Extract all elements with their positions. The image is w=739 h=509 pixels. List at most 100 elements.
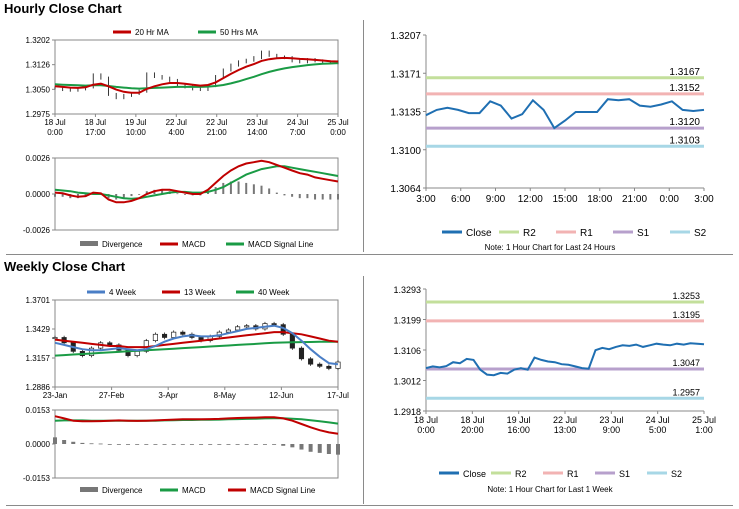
- x-tick-label: 12:00: [518, 194, 543, 205]
- legend-ma4-label: 4 Week: [109, 288, 137, 297]
- x-tick-label: 17-Jul: [327, 391, 349, 400]
- divergence-bar: [245, 182, 248, 194]
- divergence-bar: [275, 192, 278, 194]
- divergence-bar: [314, 194, 317, 200]
- x-tick-label: 21:00: [207, 128, 228, 137]
- x-tick-label: 20:00: [461, 425, 484, 435]
- divergence-bar: [308, 444, 313, 452]
- legend-close-label: Close: [463, 469, 486, 479]
- y-tick-label: 1.3135: [390, 108, 421, 119]
- y-tick-label: 1.3171: [390, 69, 421, 80]
- x-tick-label: 18 Jul: [44, 118, 66, 127]
- y-tick-label: 0.0153: [26, 406, 51, 415]
- price-candle: [180, 331, 186, 335]
- ma13-line: [54, 331, 339, 349]
- divergence-bar: [306, 194, 309, 199]
- divergence-bar: [317, 444, 322, 453]
- divergence-bar: [253, 444, 258, 445]
- level-label-r2: 1.3167: [669, 67, 700, 78]
- divergence-bar: [184, 194, 187, 195]
- weekly-column-divider: [363, 276, 364, 504]
- y-tick-label: -0.0026: [23, 226, 51, 235]
- price-candle: [335, 361, 341, 369]
- x-tick-label: 9:00: [603, 425, 621, 435]
- legend-macd-label: MACD: [182, 240, 206, 249]
- divergence-bar: [326, 444, 331, 454]
- level-label-s2: 1.2957: [672, 387, 700, 397]
- legend-signal-label: MACD Signal Line: [248, 240, 314, 249]
- price-candle: [152, 333, 158, 342]
- y-tick-label: 0.0000: [26, 440, 51, 449]
- legend-s1-label: S1: [619, 469, 630, 479]
- y-tick-label: 1.2886: [26, 383, 51, 392]
- divergence-bar: [130, 194, 133, 197]
- level-label-s2: 1.3103: [669, 135, 700, 146]
- y-tick-label: 1.2975: [26, 110, 51, 119]
- divergence-bar: [189, 444, 194, 445]
- ma40-line: [54, 340, 338, 357]
- divergence-bar: [145, 191, 148, 194]
- x-tick-label: 22 Jul: [206, 118, 228, 127]
- divergence-bar: [244, 444, 249, 445]
- divergence-bar: [54, 194, 56, 197]
- price-candle: [171, 331, 177, 338]
- y-tick-label: 1.3050: [26, 85, 51, 94]
- legend-ma50-label: 50 Hrs MA: [220, 28, 258, 37]
- divergence-bar: [283, 194, 286, 196]
- legend-s2-label: S2: [671, 469, 682, 479]
- plot-area: [54, 39, 339, 115]
- level-label-r2: 1.3253: [672, 291, 700, 301]
- weekly-pivot-chart: 1.3293 1.3199 1.3106 1.3012 1.2918 1.3253 1.31…: [393, 285, 716, 494]
- x-tick-label: 18 Jul: [460, 415, 484, 425]
- price-candle: [244, 325, 250, 328]
- divergence-bar: [337, 194, 339, 200]
- price-candle: [326, 365, 332, 369]
- divergence-bar: [262, 444, 267, 445]
- legend-s1-label: S1: [637, 228, 650, 239]
- x-tick-label: 19 Jul: [125, 118, 147, 127]
- price-candle: [52, 337, 58, 340]
- chart-note: Note: 1 Hour Chart for Last 24 Hours: [485, 243, 616, 252]
- divergence-bar: [252, 184, 255, 194]
- level-label-r1: 1.3152: [669, 83, 700, 94]
- macd-line: [54, 159, 339, 204]
- ma4-line: [54, 324, 339, 366]
- legend-divergence-swatch: [80, 487, 98, 492]
- divergence-bar: [281, 444, 286, 446]
- divergence-bar: [208, 444, 213, 445]
- hourly-column-divider: [363, 20, 364, 252]
- x-tick-label: 3:00: [694, 194, 714, 205]
- y-tick-label: 0.0026: [26, 154, 51, 163]
- divergence-bar: [53, 437, 57, 444]
- x-tick-label: 23 Jul: [246, 118, 268, 127]
- macd-line: [54, 415, 339, 435]
- x-tick-label: 3-Apr: [158, 391, 178, 400]
- x-tick-label: 0:00: [47, 128, 63, 137]
- weekly-macd-chart: 0.0153 0.0000 -0.0153 Divergence MACD MACD Si…: [23, 406, 340, 495]
- legend-divergence-label: Divergence: [102, 240, 143, 249]
- x-tick-label: 8-May: [214, 391, 236, 400]
- y-tick-label: 1.3199: [393, 316, 421, 326]
- x-tick-label: 24 Jul: [646, 415, 670, 425]
- level-label-s1: 1.3120: [669, 117, 700, 128]
- x-tick-label: 23-Jan: [43, 391, 67, 400]
- divergence-bar: [71, 441, 76, 444]
- divergence-bar: [291, 194, 294, 197]
- x-tick-label: 25 Jul: [692, 415, 716, 425]
- divergence-bar: [153, 444, 158, 445]
- divergence-bar: [98, 443, 103, 445]
- x-tick-label: 17:00: [85, 128, 106, 137]
- price-candle: [308, 358, 314, 365]
- divergence-bar: [107, 444, 112, 445]
- price-candle: [88, 347, 95, 356]
- level-label-s1: 1.3047: [672, 358, 700, 368]
- y-tick-label: -0.0153: [23, 474, 51, 483]
- legend-r2-label: R2: [515, 469, 527, 479]
- divergence-bar: [229, 181, 232, 194]
- y-tick-label: 1.3106: [393, 346, 421, 356]
- level-label-r1: 1.3195: [672, 310, 700, 320]
- divergence-bar: [299, 444, 304, 450]
- x-tick-label: 14:00: [247, 128, 268, 137]
- legend-s2-label: S2: [694, 228, 707, 239]
